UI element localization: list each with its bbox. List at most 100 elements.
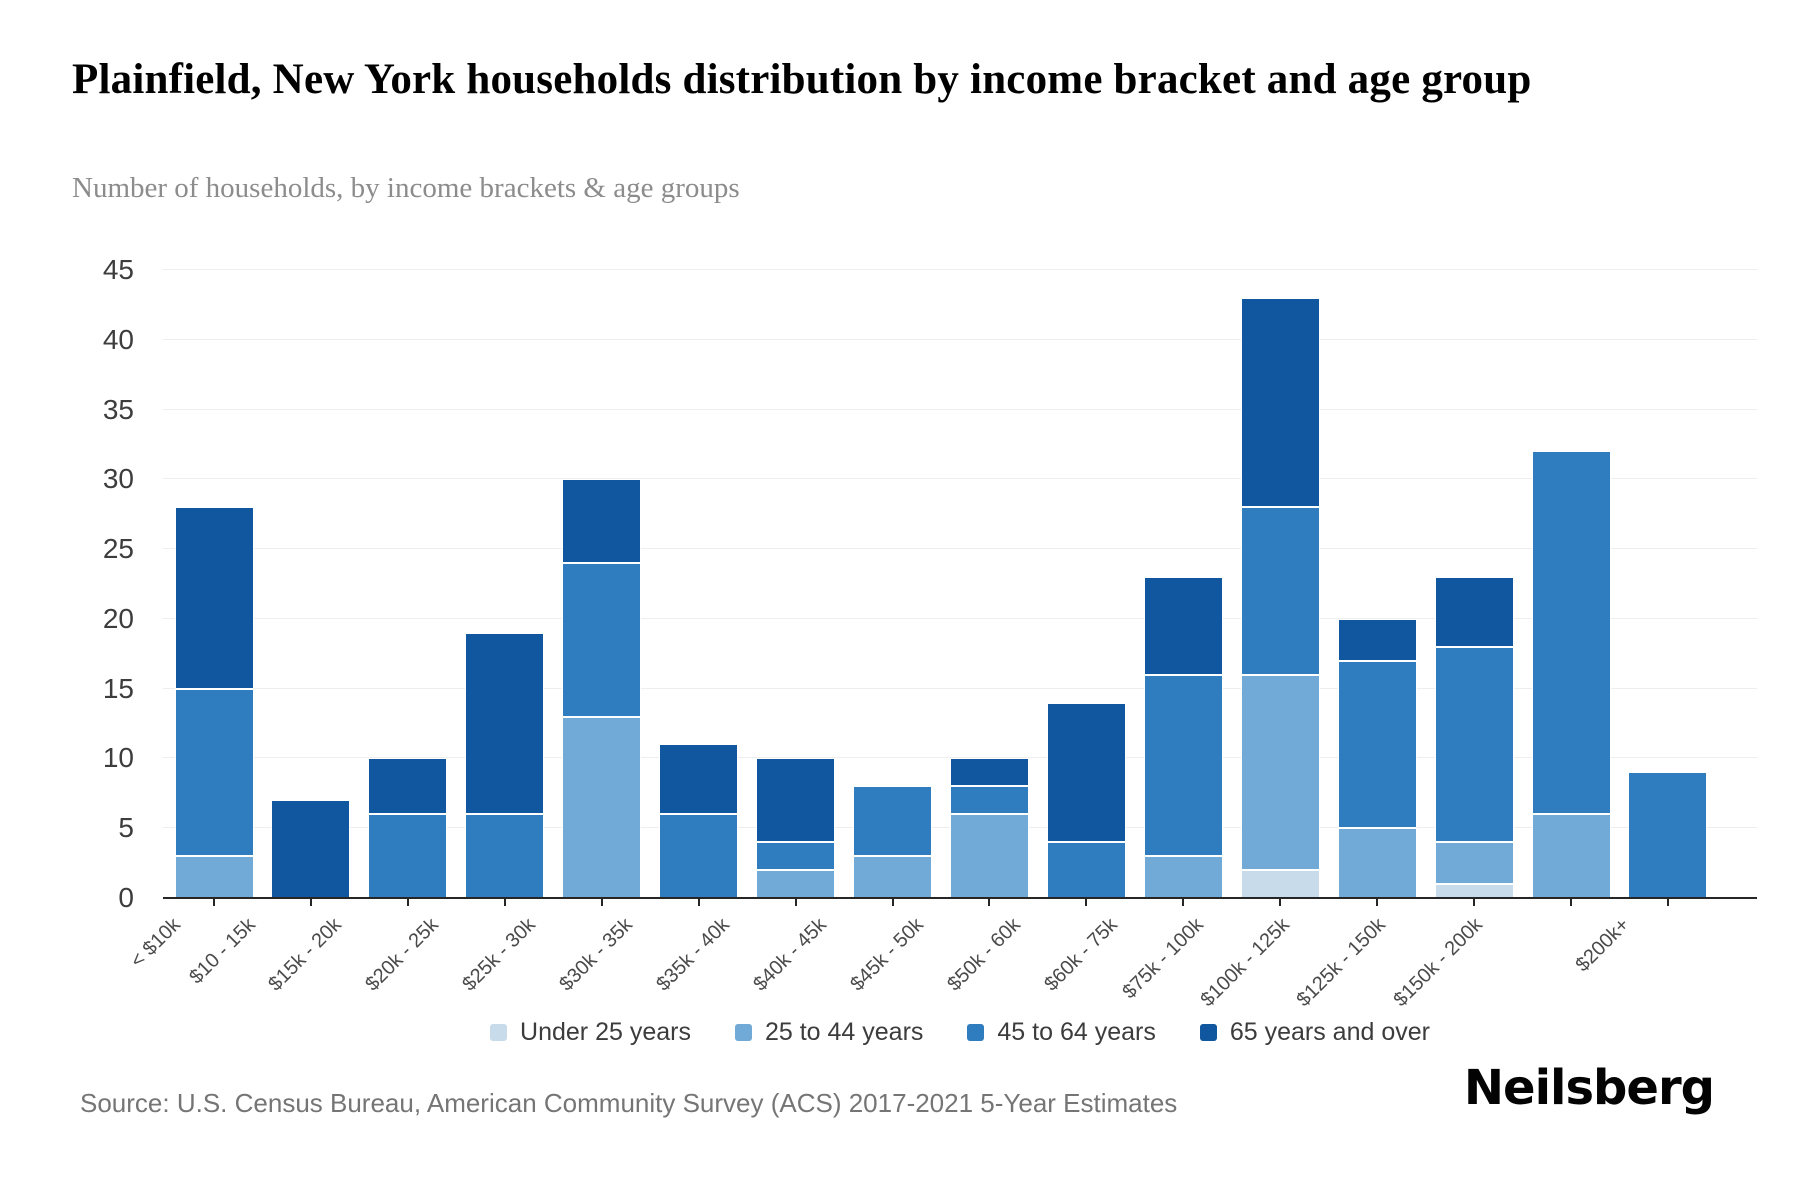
bar-segment-10-15k-65-years-and-over[interactable] bbox=[271, 800, 351, 898]
bar-segment-100k-125k-25-to-44-years[interactable] bbox=[1337, 828, 1417, 898]
x-axis-label-text: $30k - 35k bbox=[555, 913, 638, 996]
gridline bbox=[163, 338, 1757, 340]
bar-segment-75k-100k-25-to-44-years[interactable] bbox=[1240, 674, 1320, 871]
bar-segment-25k-30k-45-to-64-years[interactable] bbox=[562, 563, 642, 717]
bar-segment-100k-125k-65-years-and-over[interactable] bbox=[1337, 618, 1417, 661]
x-axis-tick bbox=[503, 899, 506, 906]
bar-segment-125k-150k-65-years-and-over[interactable] bbox=[1434, 577, 1514, 647]
bar-segment-40k-45k-25-to-44-years[interactable] bbox=[853, 856, 932, 898]
gridline bbox=[163, 617, 1757, 619]
x-axis-label-text: $60k - 75k bbox=[1040, 913, 1122, 996]
x-axis-label-text: $10 - 15k bbox=[184, 913, 260, 989]
x-axis-tick bbox=[1570, 899, 1573, 906]
legend: Under 25 years 25 to 44 years 45 to 64 yea… bbox=[163, 1018, 1757, 1047]
x-axis-label-text: $125k - 150k bbox=[1292, 913, 1391, 1012]
bar-segment-35k-40k-65-years-and-over[interactable] bbox=[756, 758, 836, 843]
legend-item-under-25-years[interactable]: Under 25 years bbox=[490, 1018, 691, 1047]
x-axis-label-text: $50k - 60k bbox=[943, 913, 1025, 996]
bar-segment-30k-35k-65-years-and-over[interactable] bbox=[659, 744, 739, 815]
bar-segment-25k-30k-65-years-and-over[interactable] bbox=[562, 479, 642, 564]
source-attribution: Source: U.S. Census Bureau, American Com… bbox=[80, 1088, 1178, 1118]
bar-segment-45k-50k-45-to-64-years[interactable] bbox=[949, 786, 1029, 815]
y-axis-tick-label: 5 bbox=[118, 812, 134, 844]
bar-segment-50k-60k-45-to-64-years[interactable] bbox=[1046, 842, 1126, 898]
y-axis-tick-label: 35 bbox=[102, 393, 134, 425]
legend-swatch-25-to-44-years[interactable] bbox=[734, 1024, 752, 1041]
bar-segment-50k-60k-65-years-and-over[interactable] bbox=[1046, 702, 1126, 843]
gridline bbox=[163, 408, 1757, 410]
x-axis-label-text: $35k - 40k bbox=[652, 913, 734, 996]
x-axis-tick bbox=[988, 899, 991, 906]
x-axis-label-text: $200k+ bbox=[1571, 913, 1634, 977]
bar-segment-125k-150k-25-to-44-years[interactable] bbox=[1434, 842, 1514, 885]
y-axis-tick-label: 45 bbox=[102, 254, 134, 285]
bar-segment-10k-45-to-64-years[interactable] bbox=[174, 688, 254, 857]
bar-segment-60k-75k-25-to-44-years[interactable] bbox=[1143, 856, 1223, 898]
x-axis-tick bbox=[309, 899, 312, 906]
bar-segment-25k-30k-25-to-44-years[interactable] bbox=[562, 716, 642, 898]
bar-segment-125k-150k-under-25-years[interactable] bbox=[1434, 884, 1514, 898]
y-axis-tick-label: 40 bbox=[102, 323, 134, 355]
x-axis-label-text: $75k - 100k bbox=[1118, 913, 1208, 1004]
bar-segment-15k-20k-65-years-and-over[interactable] bbox=[368, 758, 448, 815]
legend-item-25-to-44-years[interactable]: 25 to 44 years bbox=[734, 1018, 924, 1047]
legend-swatch-65-years-and-over[interactable] bbox=[1199, 1024, 1217, 1041]
y-axis-tick-label: 25 bbox=[102, 533, 134, 565]
gridline bbox=[163, 687, 1757, 689]
x-axis-tick bbox=[697, 899, 700, 906]
bar-segment-35k-40k-45-to-64-years[interactable] bbox=[756, 842, 836, 871]
bar-segment-20k-25k-65-years-and-over[interactable] bbox=[465, 632, 545, 815]
bar-segment-125k-150k-45-to-64-years[interactable] bbox=[1434, 646, 1514, 843]
y-axis-tick-label: 30 bbox=[102, 463, 134, 495]
y-axis-labels: 0 5 10 15 20 25 30 35 40 45 bbox=[0, 255, 140, 913]
x-axis-tick bbox=[1085, 899, 1088, 906]
x-axis-tick bbox=[1376, 899, 1379, 906]
brand-logo: Neilsberg bbox=[1463, 1060, 1715, 1116]
bar-segment-15k-20k-45-to-64-years[interactable] bbox=[368, 814, 448, 898]
legend-label: 45 to 64 years bbox=[997, 1018, 1156, 1046]
x-axis-tick bbox=[406, 899, 409, 906]
bar-segment-35k-40k-25-to-44-years[interactable] bbox=[756, 870, 836, 898]
x-axis-label-text: $20k - 25k bbox=[361, 913, 444, 996]
legend-item-45-to-64-years[interactable]: 45 to 64 years bbox=[967, 1018, 1156, 1047]
bar-segment-75k-100k-45-to-64-years[interactable] bbox=[1240, 507, 1320, 675]
plot-area: < $10k $10 - 15k $15k - 20k $20k - 25k $25k … bbox=[127, 269, 1757, 1011]
legend-label: 65 years and over bbox=[1229, 1018, 1430, 1046]
bar-segment-10k-65-years-and-over[interactable] bbox=[174, 507, 254, 689]
x-axis-line bbox=[163, 897, 1757, 899]
bar-segment-10k-25-to-44-years[interactable] bbox=[174, 856, 254, 898]
legend-swatch-45-to-64-years[interactable] bbox=[967, 1024, 985, 1041]
x-axis-tick bbox=[1279, 899, 1282, 906]
legend-item-65-years-and-over[interactable]: 65 years and over bbox=[1199, 1018, 1430, 1047]
legend-label: 25 to 44 years bbox=[764, 1018, 924, 1046]
x-axis-label-text: $40k - 45k bbox=[749, 913, 831, 996]
x-axis-tick bbox=[891, 899, 894, 906]
bar-segment-60k-75k-45-to-64-years[interactable] bbox=[1143, 674, 1223, 857]
x-axis-label-text: $100k - 125k bbox=[1195, 913, 1294, 1012]
bar-segment-150k-200k-45-to-64-years[interactable] bbox=[1531, 451, 1611, 815]
y-axis-tick-label: 0 bbox=[118, 882, 134, 913]
x-axis-tick bbox=[1666, 899, 1669, 906]
chart-title: Plainfield, New York households distribu… bbox=[72, 56, 1532, 103]
bar-segment-45k-50k-25-to-44-years[interactable] bbox=[949, 814, 1029, 898]
bar-segment-150k-200k-25-to-44-years[interactable] bbox=[1531, 814, 1611, 898]
bar-segment-30k-35k-45-to-64-years[interactable] bbox=[659, 814, 739, 898]
bar-segment-200k-45-to-64-years[interactable] bbox=[1628, 772, 1708, 898]
legend-swatch-under-25-years[interactable] bbox=[490, 1024, 508, 1041]
gridline bbox=[163, 478, 1757, 480]
bar-segment-75k-100k-65-years-and-over[interactable] bbox=[1240, 297, 1320, 508]
bar-segment-100k-125k-45-to-64-years[interactable] bbox=[1337, 660, 1417, 829]
bar-segment-45k-50k-65-years-and-over[interactable] bbox=[949, 758, 1029, 787]
y-axis-tick-label: 10 bbox=[102, 742, 134, 774]
gridline bbox=[163, 269, 1757, 270]
bar-segment-60k-75k-65-years-and-over[interactable] bbox=[1143, 577, 1223, 675]
x-axis-tick bbox=[1182, 899, 1185, 906]
x-axis-tick bbox=[600, 899, 603, 906]
bar-segment-40k-45k-45-to-64-years[interactable] bbox=[853, 786, 932, 857]
bar-segment-20k-25k-45-to-64-years[interactable] bbox=[465, 814, 545, 898]
bar-segment-75k-100k-under-25-years[interactable] bbox=[1240, 870, 1320, 898]
x-axis-tick bbox=[213, 899, 215, 906]
gridline bbox=[163, 757, 1757, 759]
y-axis-tick-label: 20 bbox=[102, 602, 134, 634]
